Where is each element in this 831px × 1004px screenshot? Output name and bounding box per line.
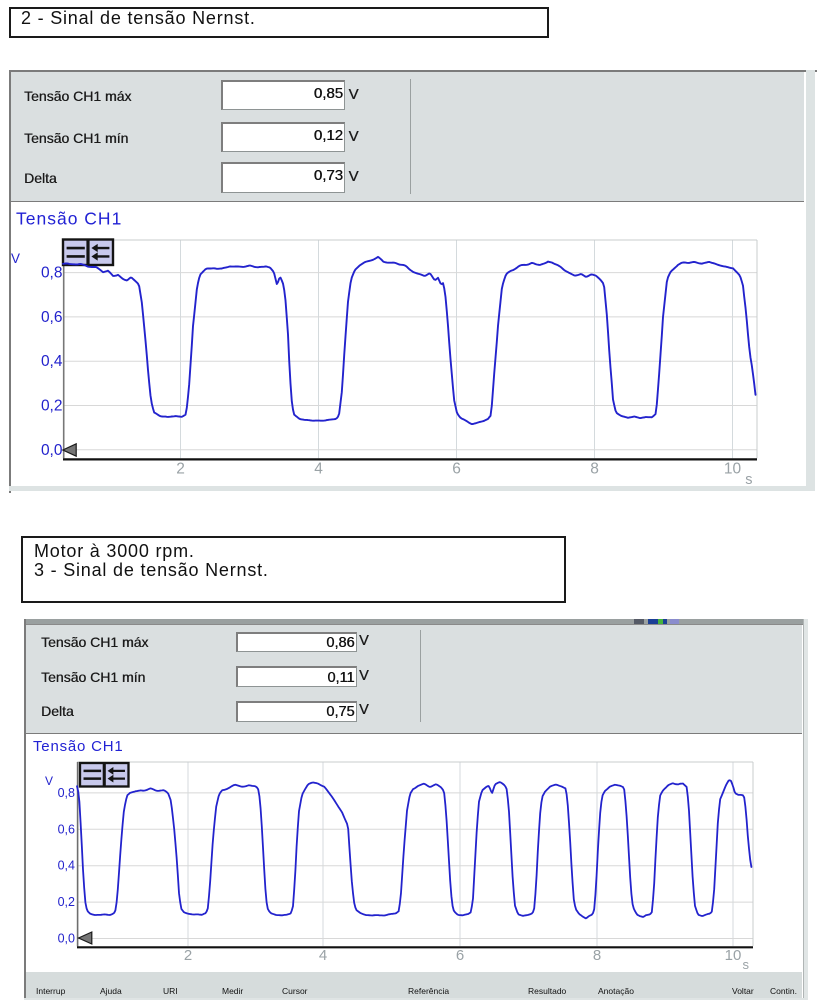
svg-text:2: 2	[176, 460, 185, 477]
svg-text:6: 6	[452, 460, 461, 477]
svg-text:8: 8	[590, 460, 599, 477]
svg-text:0,4: 0,4	[41, 353, 63, 370]
svg-text:0,6: 0,6	[41, 309, 63, 326]
svg-text:s: s	[745, 472, 752, 488]
svg-text:2: 2	[184, 947, 192, 964]
svg-text:0,2: 0,2	[41, 398, 63, 415]
svg-text:10: 10	[724, 460, 742, 477]
svg-text:s: s	[743, 957, 750, 972]
svg-text:0,8: 0,8	[41, 265, 63, 282]
svg-text:0,4: 0,4	[58, 859, 75, 873]
svg-text:Tensão CH1: Tensão CH1	[16, 209, 122, 229]
svg-text:0,0: 0,0	[58, 932, 75, 946]
svg-text:0,0: 0,0	[41, 442, 63, 459]
svg-text:6: 6	[456, 947, 464, 964]
svg-text:0,6: 0,6	[58, 822, 75, 836]
svg-text:0,2: 0,2	[58, 895, 75, 909]
svg-text:V: V	[11, 251, 20, 266]
svg-text:10: 10	[725, 947, 742, 964]
svg-text:V: V	[45, 774, 53, 788]
svg-text:8: 8	[593, 947, 601, 964]
svg-text:0,8: 0,8	[58, 786, 75, 800]
svg-text:4: 4	[314, 460, 323, 477]
svg-text:4: 4	[319, 947, 327, 964]
svg-text:Tensão CH1: Tensão CH1	[33, 738, 124, 755]
